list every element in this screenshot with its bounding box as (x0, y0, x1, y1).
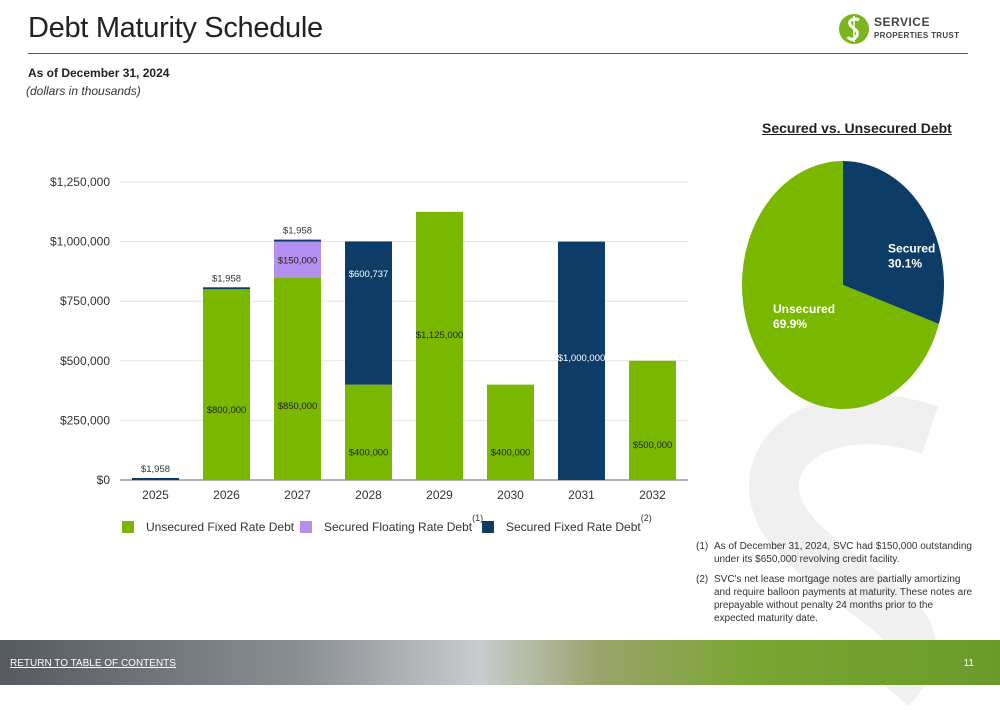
x-tick-label: 2025 (142, 488, 169, 502)
pie-chart-title: Secured vs. Unsecured Debt (762, 120, 952, 136)
as-of-date: As of December 31, 2024 (28, 66, 170, 80)
x-tick-label: 2028 (355, 488, 382, 502)
pie-slice-label: Unsecured (773, 302, 835, 316)
bar-data-label: $400,000 (491, 447, 531, 458)
units-note: (dollars in thousands) (26, 84, 141, 98)
legend-footnote-ref: (2) (640, 513, 652, 523)
bar-segment (487, 384, 534, 480)
bar-data-label: $1,125,000 (416, 330, 464, 341)
pie-slice-value: 69.9% (773, 317, 807, 331)
bar-segment (132, 478, 179, 480)
pie-slice-value: 30.1% (888, 256, 922, 270)
x-tick-label: 2029 (426, 488, 453, 502)
footnote-number: (1) (696, 541, 709, 552)
footnotes: (1) As of December 31, 2024, SVC had $15… (696, 540, 976, 632)
page-title: Debt Maturity Schedule (28, 12, 323, 44)
footnote-1: (1) As of December 31, 2024, SVC had $15… (696, 540, 976, 566)
bar-segment (558, 241, 605, 480)
bar-segment (416, 211, 463, 481)
footnote-2: (2) SVC's net lease mortgage notes are p… (696, 573, 976, 625)
bar-segment (203, 287, 250, 290)
legend-swatch-secured-fixed (482, 521, 494, 533)
x-tick-label: 2030 (497, 488, 524, 502)
title-divider (28, 53, 968, 54)
x-tick-label: 2026 (213, 488, 240, 502)
bar-data-label: $1,958 (283, 226, 312, 237)
x-tick-label: 2032 (639, 488, 666, 502)
logo-line1: SERVICE (874, 15, 930, 29)
bar-data-label: $500,000 (633, 440, 673, 451)
bar-data-label: $1,958 (141, 464, 170, 475)
footer-band: RETURN TO TABLE OF CONTENTS 11 (0, 640, 1000, 685)
y-tick-label: $750,000 (60, 294, 110, 308)
footnote-text: SVC's net lease mortgage notes are parti… (714, 574, 973, 624)
page-number: 11 (963, 658, 974, 669)
footnote-text: As of December 31, 2024, SVC had $150,00… (714, 541, 972, 565)
legend-label: Secured Floating Rate Debt (324, 520, 473, 534)
legend-footnote-ref: (1) (472, 513, 484, 523)
y-tick-label: $1,250,000 (50, 175, 110, 189)
bar-data-label: $150,000 (278, 255, 318, 266)
legend-label: Unsecured Fixed Rate Debt (146, 520, 295, 534)
bar-segment (274, 277, 321, 480)
logo-icon (839, 14, 869, 44)
y-tick-label: $250,000 (60, 413, 110, 427)
bar-data-label: $1,958 (212, 273, 241, 284)
legend-label: Secured Fixed Rate Debt (506, 520, 641, 534)
x-tick-label: 2027 (284, 488, 311, 502)
logo-line2: PROPERTIES TRUST (874, 31, 960, 40)
footnote-number: (2) (696, 574, 709, 585)
company-logo: SERVICE PROPERTIES TRUST (838, 10, 978, 50)
bar-segment (345, 384, 392, 480)
y-tick-label: $500,000 (60, 354, 110, 368)
legend-swatch-secured-floating (300, 521, 312, 533)
bar-segment (274, 241, 321, 278)
maturity-bar-chart: $0 $250,000 $500,000 $750,000 $1,000,000 $1,2… (50, 175, 688, 502)
bar-chart-legend: Unsecured Fixed Rate Debt Secured Floati… (120, 513, 680, 540)
pie-slice (742, 161, 939, 409)
bar-data-label: $600,737 (349, 269, 389, 280)
bar-segment (629, 360, 676, 480)
y-tick-label: $0 (97, 473, 111, 487)
y-tick-label: $1,000,000 (50, 235, 110, 249)
return-to-toc-link[interactable]: RETURN TO TABLE OF CONTENTS (10, 658, 176, 669)
bar-data-label: $400,000 (349, 447, 389, 458)
legend-item-unsecured-fixed: Unsecured Fixed Rate Debt (122, 520, 294, 534)
bar-data-label: $850,000 (278, 401, 318, 412)
pie-slice-label: Secured (888, 241, 935, 255)
bar-segment (274, 239, 321, 242)
background-logo-watermark (748, 394, 938, 707)
legend-item-secured-floating: Secured Floating Rate Debt (1) (300, 513, 483, 534)
x-tick-label: 2031 (568, 488, 595, 502)
pie-slice (843, 161, 944, 325)
legend-swatch-unsecured-fixed (122, 521, 134, 533)
bar-data-label: $1,000,000 (558, 353, 606, 364)
bar-segment (345, 241, 392, 385)
legend-item-secured-fixed: Secured Fixed Rate Debt (2) (482, 513, 652, 534)
bar-segment (203, 289, 250, 480)
bar-data-label: $800,000 (207, 405, 247, 416)
